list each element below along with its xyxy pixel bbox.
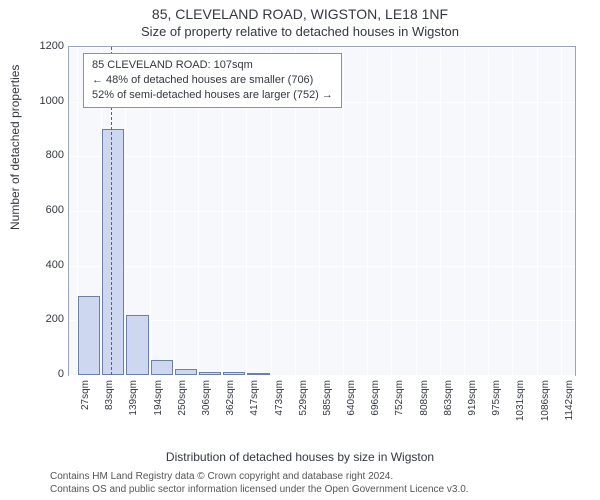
gridline-v [464, 47, 465, 375]
x-tick-label: 1142sqm [564, 380, 575, 430]
gridline-v [537, 47, 538, 375]
annotation-box: 85 CLEVELAND ROAD: 107sqm ← 48% of detac… [83, 53, 342, 108]
annotation-line2: ← 48% of detached houses are smaller (70… [92, 73, 333, 88]
y-tick-label: 0 [34, 368, 64, 380]
histogram-bar [126, 315, 148, 375]
x-tick-label: 696sqm [370, 380, 381, 430]
footer-attribution: Contains HM Land Registry data © Crown c… [50, 470, 590, 496]
x-tick-label: 27sqm [80, 380, 91, 430]
x-axis-label: Distribution of detached houses by size … [0, 450, 600, 464]
gridline-h [69, 375, 575, 376]
gridline-v [561, 47, 562, 375]
annotation-line3: 52% of semi-detached houses are larger (… [92, 88, 333, 103]
y-tick-label: 200 [34, 313, 64, 325]
x-tick-label: 194sqm [153, 380, 164, 430]
y-axis-label: Number of detached properties [8, 65, 22, 230]
x-tick-label: 1031sqm [515, 380, 526, 430]
title-main: 85, CLEVELAND ROAD, WIGSTON, LE18 1NF [0, 6, 600, 22]
title-sub: Size of property relative to detached ho… [0, 24, 600, 39]
x-tick-label: 306sqm [201, 380, 212, 430]
x-tick-label: 640sqm [346, 380, 357, 430]
gridline-v [416, 47, 417, 375]
x-tick-label: 362sqm [225, 380, 236, 430]
x-tick-label: 808sqm [419, 380, 430, 430]
gridline-v [391, 47, 392, 375]
y-tick-label: 800 [34, 149, 64, 161]
x-tick-label: 752sqm [394, 380, 405, 430]
footer-line2: Contains OS and public sector informatio… [50, 483, 590, 496]
gridline-h [69, 47, 575, 48]
gridline-v [367, 47, 368, 375]
histogram-bar [78, 296, 100, 375]
annotation-line1: 85 CLEVELAND ROAD: 107sqm [92, 58, 333, 73]
x-tick-label: 919sqm [467, 380, 478, 430]
gridline-h [69, 211, 575, 212]
histogram-bar [102, 129, 124, 375]
x-tick-label: 863sqm [443, 380, 454, 430]
gridline-v [488, 47, 489, 375]
x-tick-label: 975sqm [491, 380, 502, 430]
x-tick-label: 250sqm [177, 380, 188, 430]
chart-container: 85, CLEVELAND ROAD, WIGSTON, LE18 1NF Si… [0, 0, 600, 500]
histogram-bar [247, 373, 269, 375]
y-tick-label: 400 [34, 259, 64, 271]
histogram-bar [223, 372, 245, 375]
x-tick-label: 529sqm [298, 380, 309, 430]
gridline-v [440, 47, 441, 375]
footer-line1: Contains HM Land Registry data © Crown c… [50, 470, 590, 483]
x-tick-label: 1086sqm [540, 380, 551, 430]
y-tick-label: 1000 [34, 95, 64, 107]
x-tick-label: 473sqm [274, 380, 285, 430]
gridline-v [512, 47, 513, 375]
x-tick-label: 83sqm [104, 380, 115, 430]
histogram-bar [199, 372, 221, 375]
histogram-bar [175, 369, 197, 375]
x-tick-label: 585sqm [322, 380, 333, 430]
plot-area: 85 CLEVELAND ROAD: 107sqm ← 48% of detac… [68, 46, 576, 376]
gridline-h [69, 156, 575, 157]
y-tick-label: 600 [34, 204, 64, 216]
gridline-v [343, 47, 344, 375]
x-tick-label: 139sqm [128, 380, 139, 430]
histogram-bar [151, 360, 173, 375]
y-tick-label: 1200 [34, 40, 64, 52]
gridline-h [69, 266, 575, 267]
x-tick-label: 417sqm [249, 380, 260, 430]
